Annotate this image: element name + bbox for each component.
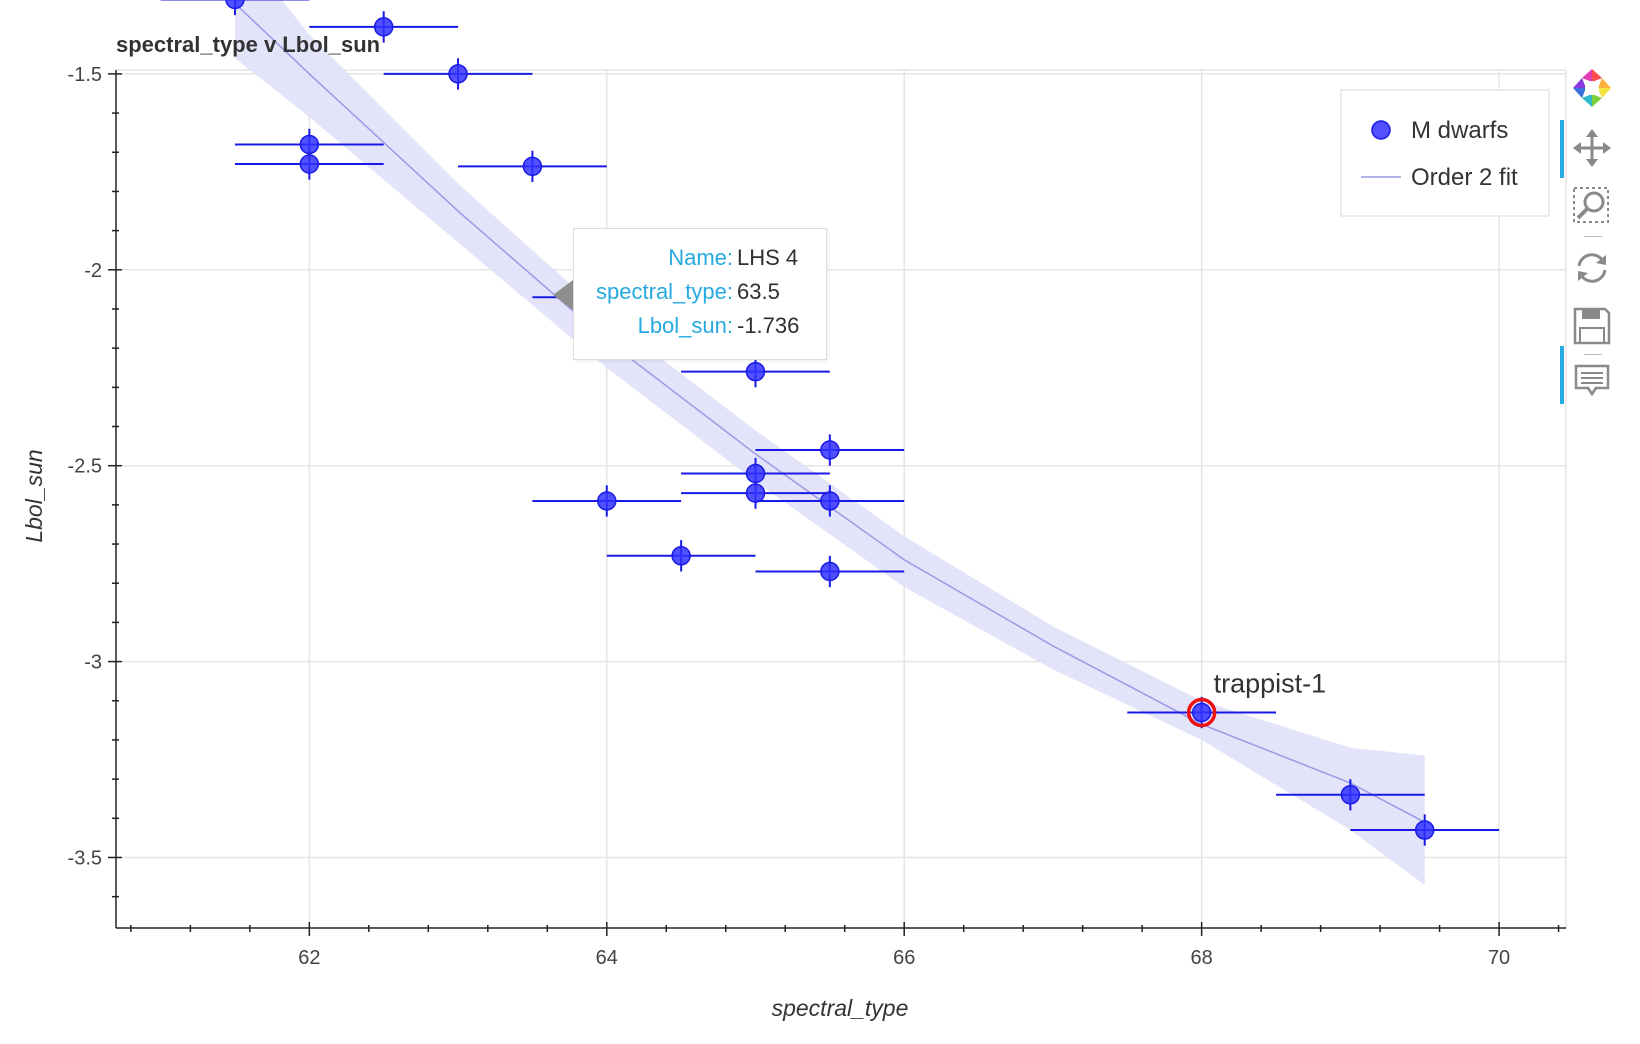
fit-confidence-band [234,0,1425,885]
hover-active-indicator [1560,346,1564,404]
y-tick-label: -3 [84,652,102,674]
tooltip-key-lbol-sun: Lbol_sun: [637,313,733,338]
legend-label-m-dwarfs: M dwarfs [1411,117,1508,144]
save-icon[interactable] [1570,304,1614,348]
y-tick-label: -2.5 [68,456,102,478]
data-point[interactable] [448,64,468,84]
data-point[interactable] [597,491,617,511]
x-axis-label: spectral_type [772,995,909,1021]
fit-line [234,2,1426,823]
annotation-layer: trappist-1 [1186,669,1327,728]
data-point[interactable] [225,0,245,10]
tooltip-value-spectral-type: 63.5 [737,279,780,304]
data-point[interactable] [820,561,840,582]
x-tick-label: 66 [893,947,915,969]
tooltip-row-name: Name: LHS 4 [574,245,826,277]
reset-icon[interactable] [1570,246,1614,290]
legend-label-fit: Order 2 fit [1411,164,1518,191]
y-tick-label: -1.5 [68,64,102,86]
legend-marker-m-dwarfs [1371,120,1391,140]
legend-box [1340,89,1550,217]
x-tick-label: 64 [596,947,618,969]
y-axis-label: Lbol_sun [21,449,47,542]
data-point[interactable] [299,154,320,174]
data-point[interactable] [522,156,543,177]
x-tick-label: 62 [298,947,320,969]
highlight-ring [1186,697,1217,728]
y-tick-label: -2 [84,260,102,282]
data-point[interactable] [745,361,766,382]
tooltip-value-name: LHS 4 [737,245,799,270]
points-layer[interactable] [225,0,1435,840]
tooltip-arrow [553,280,573,310]
data-point[interactable] [299,134,320,155]
tooltip-value-lbol-sun: -1.736 [737,313,800,338]
x-tick-label: 70 [1488,947,1510,969]
legend: M dwarfs Order 2 fit [1340,89,1550,217]
tooltip-key-spectral-type: spectral_type: [596,279,733,304]
data-point[interactable] [373,17,394,37]
data-point[interactable] [1191,702,1212,723]
data-point[interactable] [671,546,691,566]
pan-icon[interactable] [1570,126,1614,170]
data-point[interactable] [820,440,840,460]
fit-line-layer [234,2,1426,823]
chart-title: spectral_type v Lbol_sun [116,32,380,57]
pan-active-indicator [1560,120,1564,178]
hover-icon[interactable] [1570,360,1614,404]
toolbar-separator [1584,354,1602,355]
toolbar-separator [1584,236,1602,237]
box-zoom-icon[interactable] [1570,184,1614,228]
data-point[interactable] [1414,820,1435,840]
tooltip-key-name: Name: [668,245,733,270]
y-tick-label: -3.5 [68,847,102,869]
data-point[interactable] [820,491,840,511]
axes-layer: 62 64 66 68 70 -3.5 -3 -2.5 -2 -1.5 [68,64,1566,969]
fit-band-layer [234,0,1425,885]
bokeh-logo-icon[interactable] [1570,66,1614,110]
x-tick-label: 68 [1191,947,1213,969]
tooltip-row-spectral-type: spectral_type: 63.5 [574,279,826,311]
plot-toolbar [1560,60,1630,440]
data-point[interactable] [1340,785,1361,805]
grid-layer [116,69,1567,928]
data-point[interactable] [745,483,766,503]
hover-tooltip: Name: LHS 4 spectral_type: 63.5 Lbol_sun… [573,228,827,360]
tooltip-row-lbol-sun: Lbol_sun: -1.736 [574,313,826,345]
data-point[interactable] [745,463,766,484]
annotation-label: trappist-1 [1214,669,1327,699]
